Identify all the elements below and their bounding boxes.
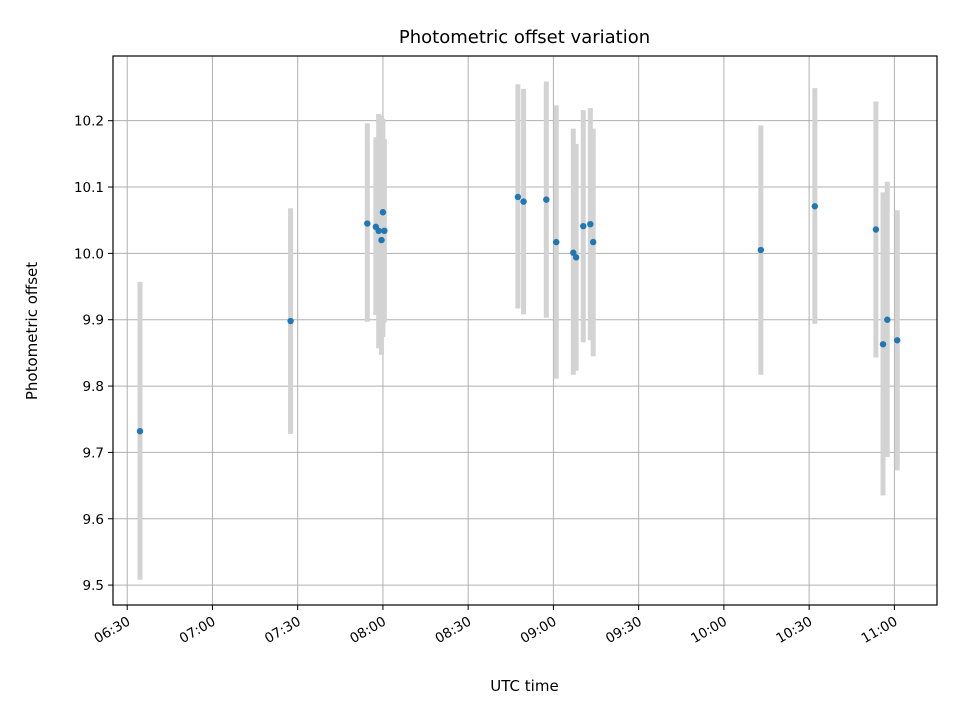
data-point	[514, 193, 522, 201]
x-axis-label: UTC time	[490, 677, 558, 695]
y-tick-label: 9.5	[83, 578, 104, 594]
y-tick-label: 9.9	[83, 313, 104, 329]
y-tick-label: 10.0	[74, 246, 104, 262]
data-points	[136, 193, 901, 435]
data-point	[572, 254, 580, 261]
y-tick-label: 10.2	[74, 114, 104, 130]
data-point	[580, 222, 587, 230]
data-point	[378, 236, 385, 244]
data-point	[287, 317, 294, 325]
data-point	[757, 246, 765, 254]
y-tick-label: 9.7	[83, 445, 104, 461]
data-point	[894, 337, 901, 344]
y-axis-ticks: 9.5 9.6 9.7 9.8 9.9 10.0 10.1 10.2	[74, 114, 113, 594]
data-point	[879, 341, 887, 348]
y-axis-label: Photometric offset	[23, 262, 41, 400]
axes-frame	[112, 55, 938, 606]
data-point	[520, 198, 527, 205]
data-point	[543, 196, 550, 203]
data-point	[553, 238, 560, 246]
data-point	[136, 427, 144, 435]
chart-title: Photometric offset variation	[399, 27, 650, 48]
data-point	[381, 227, 388, 235]
data-point	[872, 226, 880, 233]
data-point	[587, 220, 594, 228]
y-tick-label: 9.6	[83, 512, 104, 528]
y-tick-label: 9.8	[83, 379, 104, 395]
data-point	[811, 203, 819, 210]
data-point	[375, 227, 382, 235]
grid-lines	[113, 56, 937, 605]
data-point	[884, 316, 891, 323]
y-tick-label: 10.1	[74, 180, 104, 196]
data-point	[589, 238, 597, 246]
data-point	[570, 249, 577, 256]
data-point	[364, 220, 371, 227]
data-point	[379, 209, 387, 216]
